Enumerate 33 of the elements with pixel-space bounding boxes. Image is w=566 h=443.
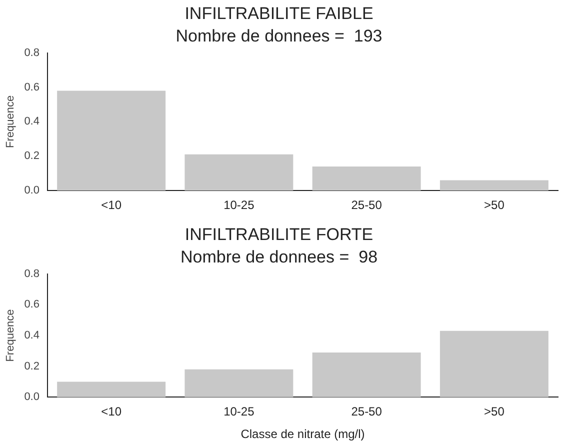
- bar: [312, 166, 421, 191]
- bar: [312, 352, 421, 398]
- y-tick-label: 0.6: [24, 81, 40, 94]
- y-tick-label: 0.8: [24, 268, 40, 280]
- y-tick-label: 0.0: [24, 391, 40, 404]
- x-tick-label: 25-50: [351, 198, 382, 212]
- chart-subtitle: Nombre de donnees = 193: [176, 26, 382, 46]
- y-tick-label: 0.8: [24, 46, 40, 59]
- bar: [184, 369, 294, 398]
- y-tick-label: 0.0: [24, 184, 40, 197]
- x-axis-title: Classe de nitrate (mg/l): [240, 427, 365, 442]
- bar: [440, 330, 548, 398]
- bar: [57, 90, 166, 191]
- x-tick-label: >50: [484, 198, 505, 212]
- bar: [184, 154, 294, 191]
- y-tick-label: 0.2: [24, 360, 40, 372]
- chart-title: INFILTRABILITE FAIBLE: [184, 4, 374, 23]
- y-tick-label: 0.4: [24, 330, 40, 342]
- x-tick-label: >50: [484, 404, 505, 419]
- x-tick-label: 10-25: [224, 198, 255, 212]
- y-tick-label: 0.6: [24, 298, 40, 311]
- y-axis-title: Frequence: [4, 95, 17, 148]
- bar: [57, 382, 166, 398]
- y-tick-label: 0.4: [24, 116, 40, 128]
- chart-title: INFILTRABILITE FORTE: [184, 224, 374, 244]
- y-tick-label: 0.2: [24, 150, 40, 162]
- x-tick-label: 10-25: [224, 404, 255, 419]
- chart-subtitle: Nombre de donnees = 98: [180, 247, 378, 266]
- x-tick-label: 25-50: [351, 404, 382, 419]
- x-tick-label: <10: [101, 198, 122, 212]
- x-tick-label: <10: [101, 404, 122, 419]
- bar: [440, 180, 548, 191]
- y-axis-title: Frequence: [4, 309, 17, 362]
